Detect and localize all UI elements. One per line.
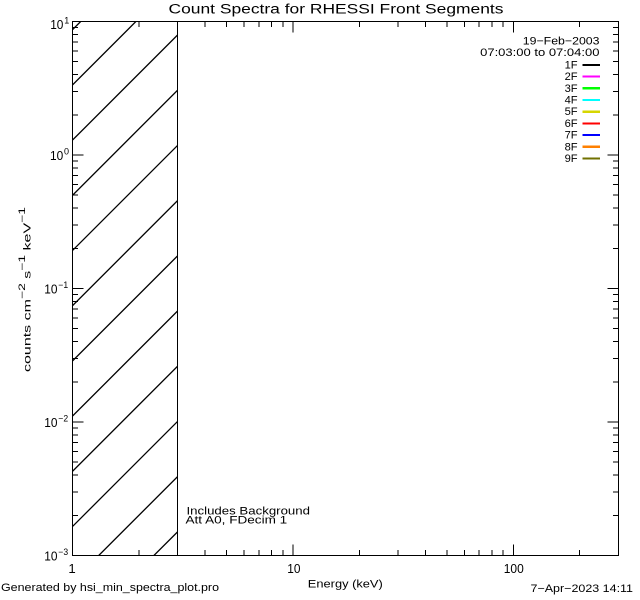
svg-text:7−Apr−2023 14:11: 7−Apr−2023 14:11 [531, 583, 634, 595]
svg-text:−3: −3 [58, 547, 68, 557]
svg-text:10: 10 [44, 281, 57, 296]
svg-text:Energy (keV): Energy (keV) [308, 579, 383, 591]
svg-text:9F: 9F [565, 153, 578, 165]
svg-text:0: 0 [64, 146, 69, 156]
svg-text:Att A0, FDecim 1: Att A0, FDecim 1 [186, 514, 288, 526]
svg-text:19−Feb−2003: 19−Feb−2003 [523, 36, 600, 48]
svg-text:5F: 5F [565, 106, 578, 118]
svg-text:1: 1 [68, 561, 75, 576]
svg-text:1: 1 [64, 15, 69, 25]
svg-text:10: 10 [44, 415, 57, 430]
svg-text:2F: 2F [565, 71, 578, 83]
svg-text:10: 10 [50, 17, 63, 32]
svg-text:8F: 8F [565, 141, 578, 153]
svg-text:Includes Background: Includes Background [187, 506, 311, 518]
svg-text:counts cm−2 s−1 keV−1: counts cm−2 s−1 keV−1 [17, 207, 34, 372]
svg-text:−2: −2 [58, 413, 68, 423]
svg-text:Count Spectra for RHESSI Front: Count Spectra for RHESSI Front Segments [169, 2, 504, 18]
svg-text:−1: −1 [58, 280, 68, 290]
svg-text:7F: 7F [565, 130, 578, 142]
svg-text:07:03:00 to 07:04:00: 07:03:00 to 07:04:00 [480, 47, 599, 59]
svg-text:3F: 3F [565, 83, 578, 95]
svg-text:6F: 6F [565, 118, 578, 130]
svg-text:1F: 1F [565, 59, 578, 71]
svg-text:100: 100 [504, 561, 524, 576]
svg-text:10: 10 [50, 148, 63, 163]
svg-text:10: 10 [44, 548, 57, 563]
svg-text:Generated by hsi_min_spectra_p: Generated by hsi_min_spectra_plot.pro [1, 582, 219, 594]
svg-text:10: 10 [287, 561, 300, 576]
svg-text:4F: 4F [565, 95, 578, 107]
